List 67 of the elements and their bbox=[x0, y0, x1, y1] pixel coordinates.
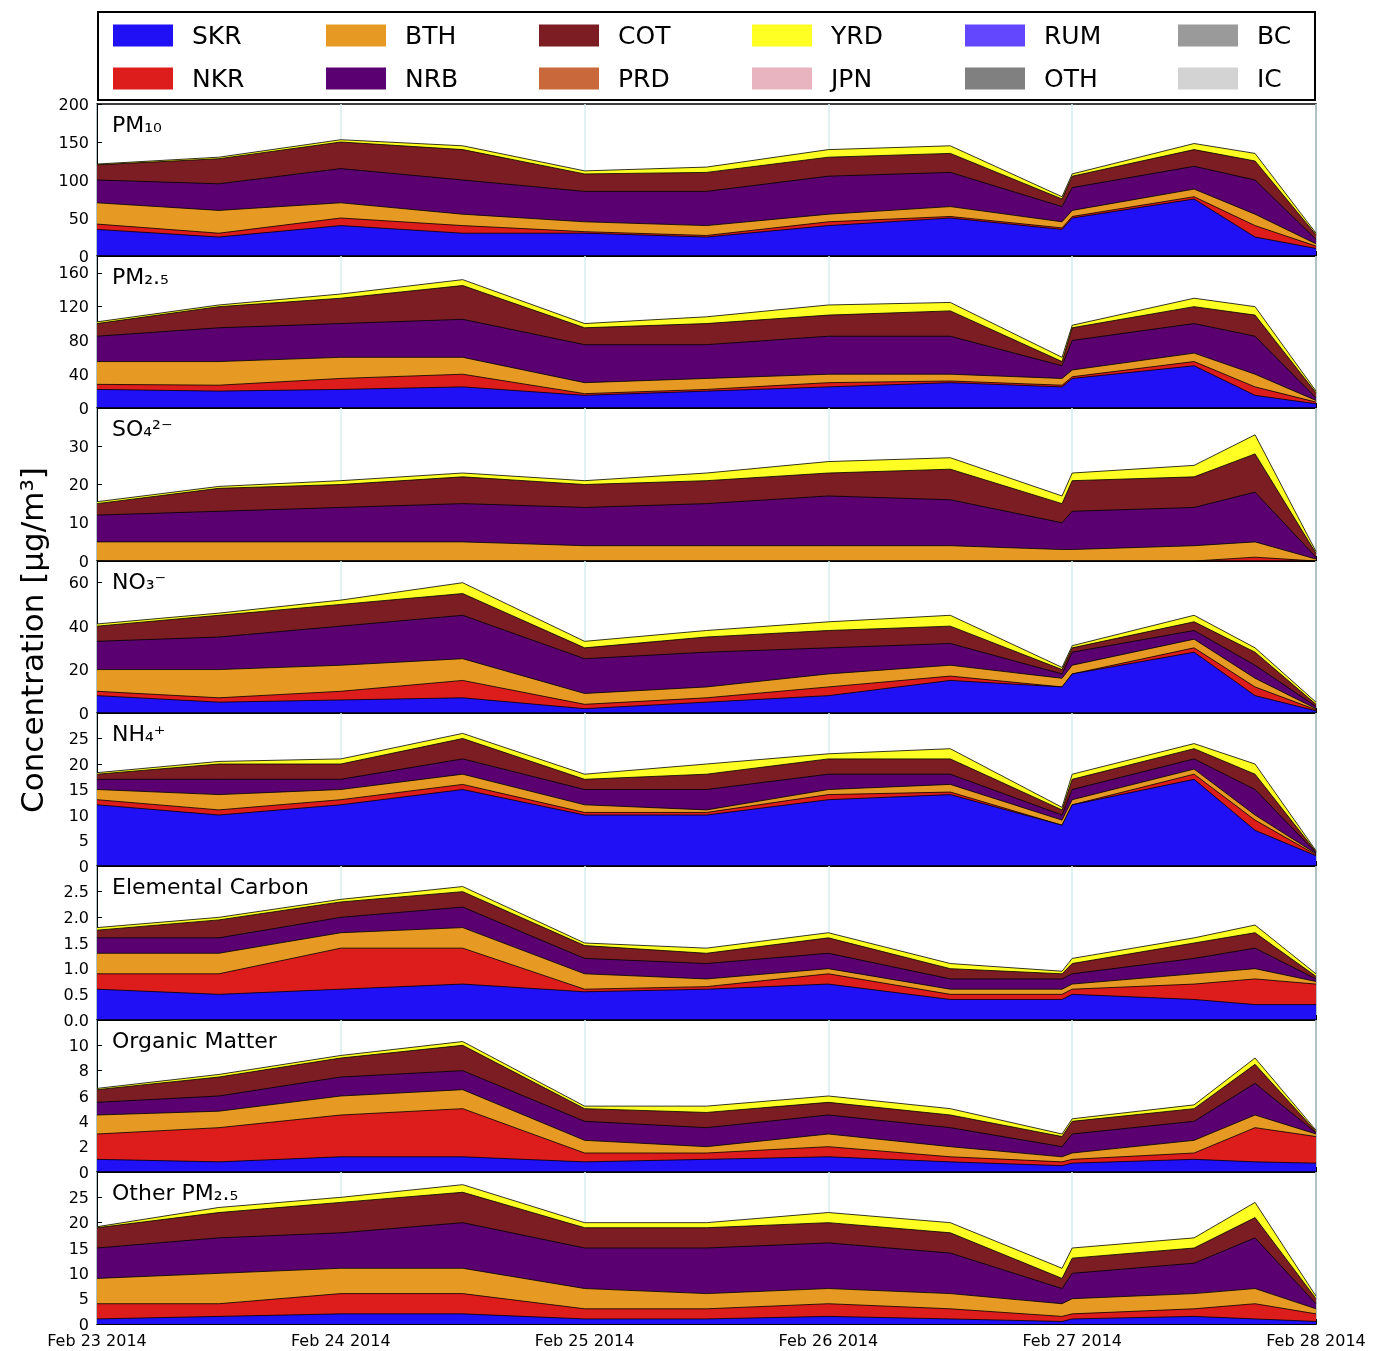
y-tick-label: 10 bbox=[68, 513, 89, 533]
x-tick-label: Feb 28 2014 bbox=[1266, 1330, 1366, 1350]
y-tick-label: 0 bbox=[78, 856, 89, 876]
y-tick-label: 5 bbox=[78, 831, 89, 850]
y-tick-label: 80 bbox=[68, 330, 89, 350]
y-tick-label: 25 bbox=[68, 1187, 89, 1207]
y-tick-label: 20 bbox=[68, 475, 89, 494]
y-tick-label: 100 bbox=[58, 170, 89, 190]
legend-label: RUM bbox=[1044, 21, 1102, 50]
y-tick-label: 15 bbox=[68, 780, 89, 799]
y-axis-title: Concentration [μg/m³] bbox=[13, 467, 50, 813]
legend-label: JPN bbox=[829, 64, 873, 93]
y-tick-label: 120 bbox=[58, 297, 89, 317]
legend-label: PRD bbox=[618, 64, 670, 93]
chart-title: PM₂.₅ bbox=[112, 263, 169, 289]
y-tick-label: 0 bbox=[78, 246, 89, 266]
y-tick-label: 2 bbox=[78, 1137, 89, 1157]
chart-title: SO₄²⁻ bbox=[112, 415, 173, 441]
legend-label: BTH bbox=[405, 21, 457, 50]
y-tick-label: 8 bbox=[78, 1061, 89, 1081]
y-tick-label: 0 bbox=[78, 551, 89, 571]
y-tick-label: 40 bbox=[68, 616, 89, 636]
chart-title: Elemental Carbon bbox=[112, 873, 309, 899]
x-tick-label: Feb 24 2014 bbox=[291, 1330, 391, 1350]
y-tick-label: 20 bbox=[68, 1213, 89, 1233]
y-tick-label: 6 bbox=[78, 1086, 89, 1106]
y-tick-label: 0 bbox=[78, 398, 89, 418]
y-tick-label: 0 bbox=[78, 1162, 89, 1182]
legend-label: YRD bbox=[830, 21, 883, 50]
chart-title: Organic Matter bbox=[112, 1027, 278, 1053]
y-tick-label: 20 bbox=[68, 660, 89, 680]
y-tick-label: 2.0 bbox=[63, 907, 89, 927]
legend-label: BC bbox=[1257, 21, 1292, 50]
y-tick-label: 200 bbox=[58, 94, 89, 114]
x-tick-label: Feb 25 2014 bbox=[534, 1330, 635, 1350]
legend-label: IC bbox=[1257, 64, 1282, 93]
y-tick-label: 1.0 bbox=[63, 959, 89, 979]
y-tick-label: 20 bbox=[68, 754, 89, 774]
x-tick-label: Feb 26 2014 bbox=[778, 1330, 879, 1350]
y-tick-label: 25 bbox=[68, 729, 89, 748]
y-tick-label: 150 bbox=[58, 132, 89, 152]
legend-label: OTH bbox=[1044, 64, 1098, 93]
chart-title: PM₁₀ bbox=[112, 111, 163, 137]
legend-label: COT bbox=[618, 21, 672, 50]
y-tick-label: 1.5 bbox=[63, 933, 89, 953]
y-tick-label: 60 bbox=[68, 573, 89, 593]
y-tick-label: 4 bbox=[78, 1111, 89, 1131]
y-tick-label: 160 bbox=[58, 263, 89, 283]
y-tick-label: 30 bbox=[68, 436, 89, 456]
legend-label: NKR bbox=[192, 64, 245, 93]
y-tick-label: 2.5 bbox=[63, 882, 89, 902]
chart-title: NO₃⁻ bbox=[112, 568, 167, 594]
y-tick-label: 10 bbox=[68, 1035, 89, 1055]
legend-label: NRB bbox=[405, 64, 459, 93]
y-tick-label: 10 bbox=[68, 1263, 89, 1283]
y-tick-label: 15 bbox=[68, 1238, 89, 1258]
x-tick-label: Feb 27 2014 bbox=[1022, 1330, 1122, 1350]
legend-label: SKR bbox=[192, 21, 242, 50]
y-tick-label: 40 bbox=[68, 364, 89, 384]
y-tick-label: 10 bbox=[68, 805, 89, 825]
chart-title: NH₄⁺ bbox=[112, 720, 166, 746]
chart-title: Other PM₂.₅ bbox=[112, 1179, 239, 1205]
y-tick-label: 5 bbox=[78, 1289, 89, 1309]
y-tick-label: 0.0 bbox=[63, 1010, 89, 1030]
y-tick-label: 50 bbox=[68, 208, 89, 228]
y-tick-label: 0 bbox=[78, 703, 89, 723]
y-tick-label: 0.5 bbox=[63, 984, 89, 1004]
